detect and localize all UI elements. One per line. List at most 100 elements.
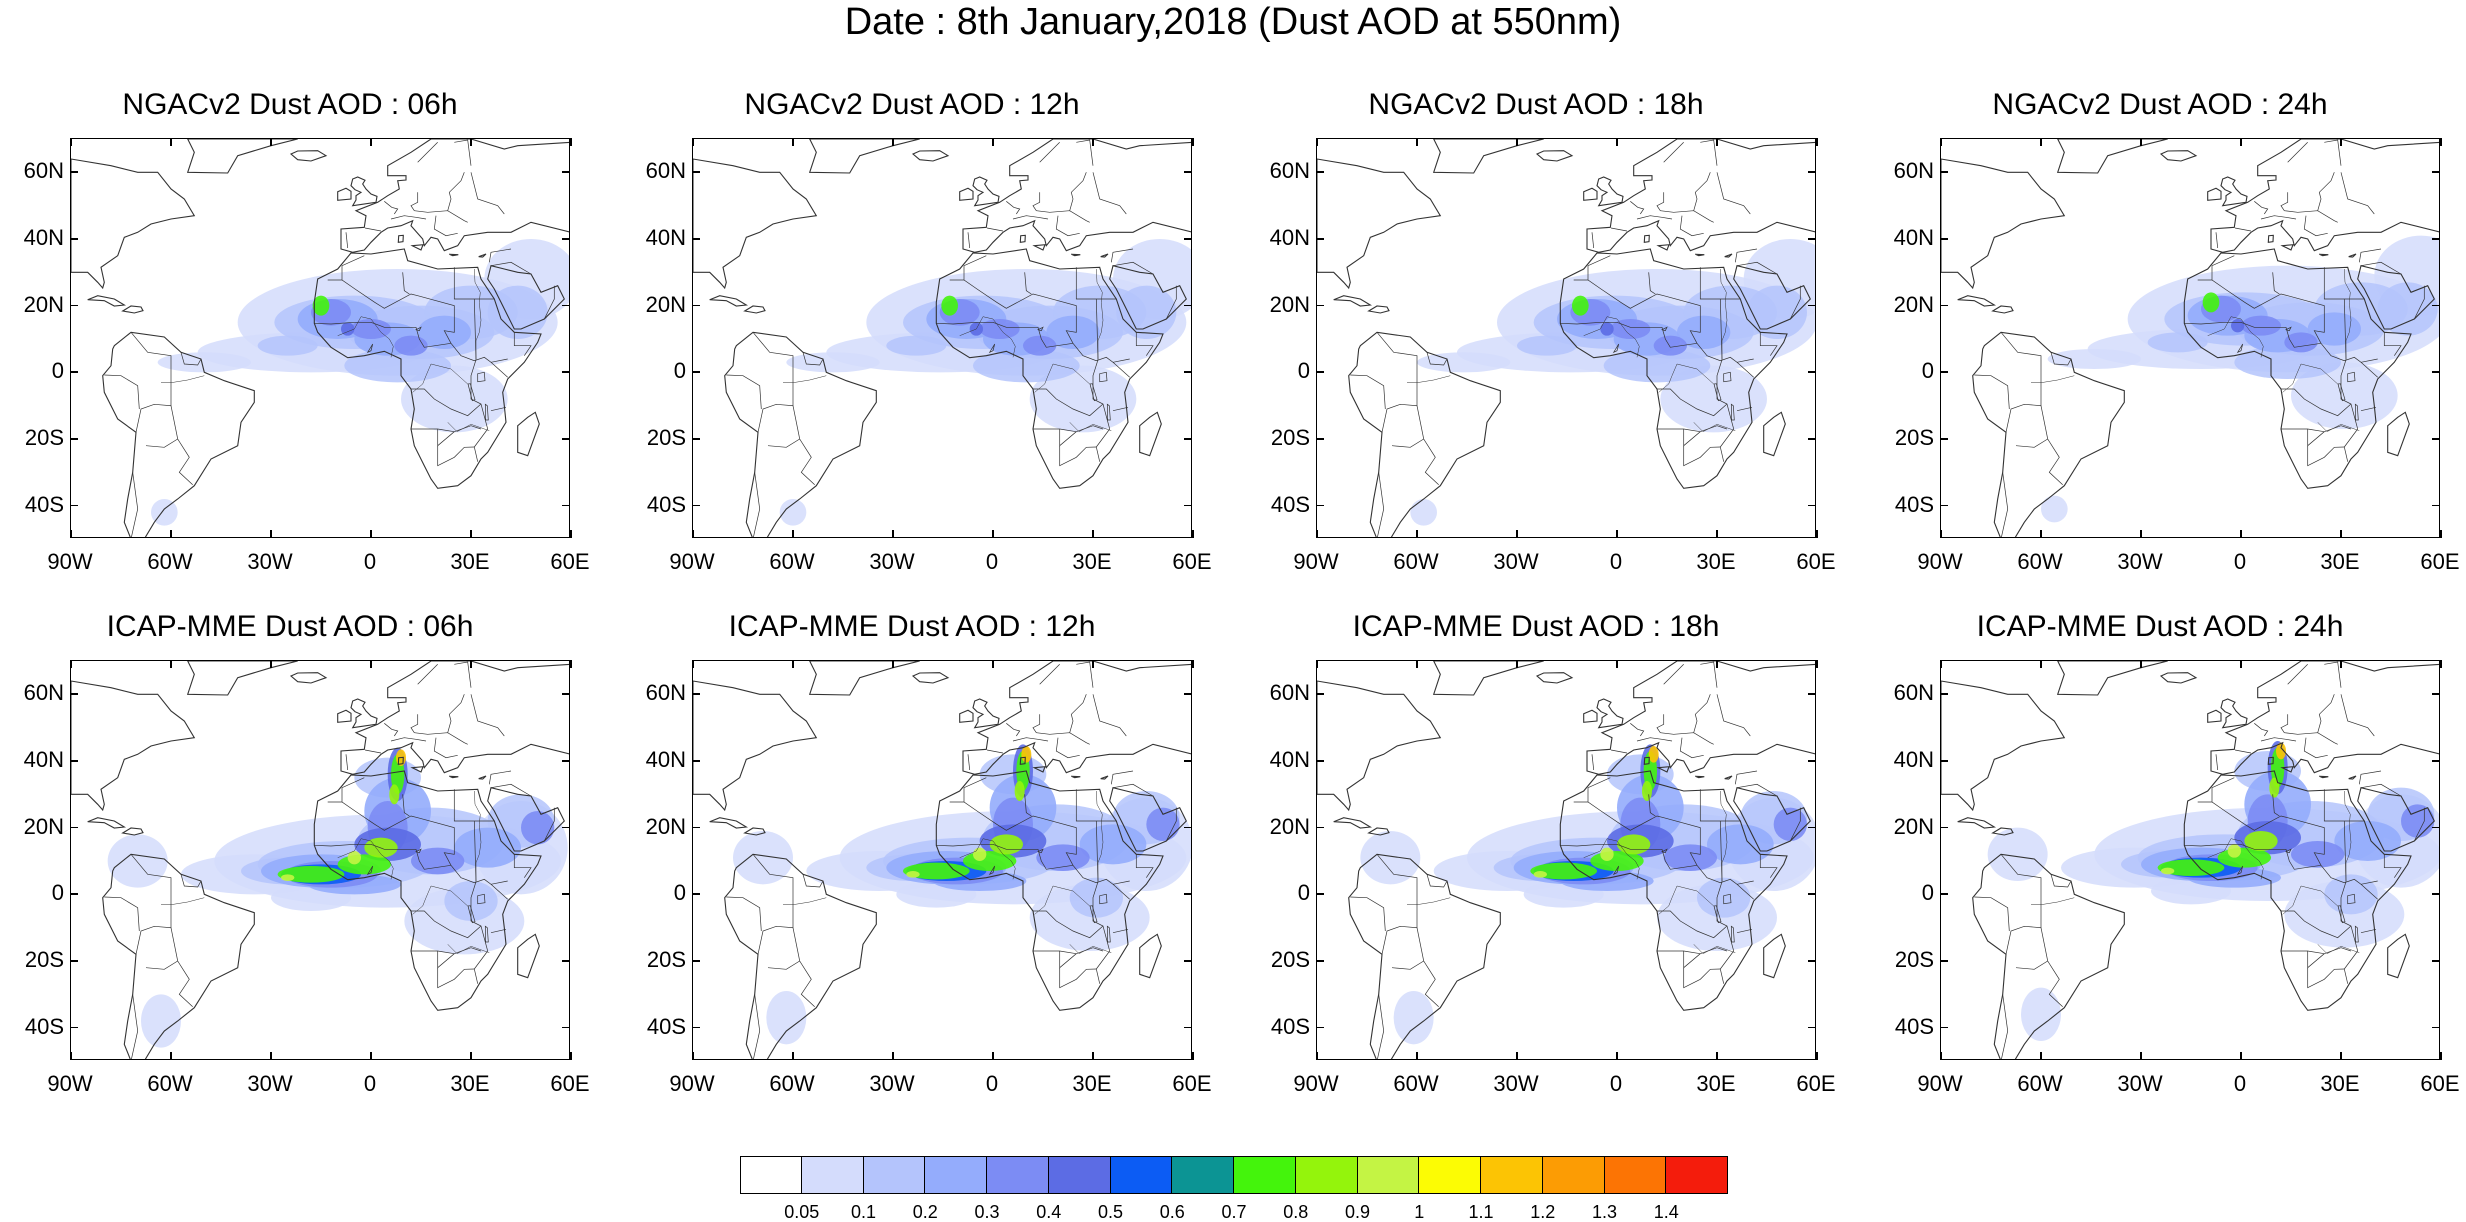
colorbar-swatch (987, 1156, 1049, 1194)
coast-iceland (289, 150, 328, 162)
lon-tick (692, 660, 694, 668)
country-border (2307, 967, 2345, 989)
lon-tick (992, 138, 994, 146)
country-border (1165, 285, 1177, 320)
lon-label: 30E (1072, 549, 1112, 574)
country-border (802, 874, 824, 888)
lat-tick (1808, 438, 1816, 440)
coast-ireland (337, 187, 352, 201)
lon-tick (1816, 1052, 1818, 1060)
aod-contour (989, 834, 1023, 855)
coast-cuba (87, 295, 127, 307)
coast-southAmerica (1348, 331, 1501, 537)
colorbar-swatch (1295, 1156, 1358, 1194)
map-panel-ngacv2-18h: NGACv2 Dust AOD : 18h 60N 40N 20N 0 20S 40S 90W… (1246, 88, 1836, 588)
borders (1974, 139, 2425, 537)
coast-africa (935, 770, 1164, 1011)
lon-label: 30E (2320, 549, 2360, 574)
country-border (384, 723, 399, 737)
country-border (364, 749, 382, 754)
coast-crete (1695, 775, 1705, 779)
river (2344, 790, 2352, 881)
country-border (1112, 783, 1154, 797)
colorbar-label: 0.7 (1221, 1202, 1247, 1222)
lon-tick (1416, 660, 1418, 668)
lon-label: 60W (1393, 1071, 1439, 1096)
lake (2337, 383, 2346, 402)
coast-northAmerica (1941, 680, 2066, 812)
country-border (1012, 737, 1049, 742)
country-border (2281, 947, 2352, 955)
lake (1099, 893, 1108, 905)
lat-tick (562, 1026, 570, 1029)
lake (1106, 403, 1111, 421)
coast-sicily (1656, 766, 1670, 773)
country-border (490, 884, 508, 900)
coastlines (71, 661, 569, 1059)
river (2282, 363, 2338, 393)
aod-contour (107, 834, 168, 888)
lon-label: 30E (450, 549, 490, 574)
colorbar-label: 1.1 (1468, 1202, 1494, 1222)
colorbar-label: 1.2 (1530, 1202, 1556, 1222)
river (1406, 897, 1451, 905)
country-border (411, 910, 482, 939)
aod-contour (2047, 349, 2141, 369)
coast-britain (350, 176, 378, 207)
lon-tick (270, 660, 272, 668)
country-border (2281, 425, 2352, 433)
country-border (1700, 661, 1718, 688)
lon-tick (1192, 530, 1194, 538)
coast-arabia (487, 265, 565, 330)
aod-contour (1663, 844, 1717, 871)
country-border (488, 770, 512, 785)
coast-europe (2210, 661, 2439, 775)
country-border (1736, 884, 1754, 900)
lat-tick (70, 960, 78, 962)
lat-label: 0 (1921, 358, 1934, 384)
lon-label: 60W (769, 549, 815, 574)
country-border (1039, 142, 1060, 163)
country-border (936, 321, 1074, 348)
lon-tick (1316, 138, 1318, 146)
country-border (145, 960, 178, 970)
country-border (1033, 425, 1104, 433)
lat-tick (70, 371, 78, 373)
lat-tick (692, 960, 700, 962)
country-border (180, 352, 202, 366)
country-border (1110, 770, 1134, 785)
map-frame (692, 660, 1192, 1060)
lon-tick (992, 530, 994, 538)
country-border (986, 227, 1004, 232)
country-border (543, 285, 555, 320)
coastlines (693, 661, 1191, 1059)
coast-hispaniola (1367, 827, 1390, 836)
country-border (2358, 248, 2382, 263)
country-border (1076, 661, 1094, 688)
map-frame (692, 138, 1192, 538)
coast-iceland (2159, 150, 2198, 162)
country-border (131, 994, 139, 1059)
lat-label: 40S (1894, 1013, 1934, 1039)
aod-contour (1533, 871, 1547, 878)
colorbar-swatch (1481, 1156, 1543, 1194)
coast-greenland (1432, 661, 1544, 696)
lon-tick (1940, 138, 1942, 146)
lat-tick (562, 438, 570, 440)
country-border (1560, 843, 1698, 870)
country-border (417, 664, 438, 685)
lat-label: 0 (1297, 880, 1310, 906)
country-border (949, 279, 1130, 363)
coast-ireland (2207, 187, 2222, 201)
country-border (753, 994, 761, 1059)
country-border (2184, 843, 2322, 870)
country-border (802, 352, 824, 366)
country-border (1648, 794, 1656, 817)
country-border (402, 272, 410, 295)
coastlines (1941, 661, 2439, 1059)
lon-label: 30W (247, 549, 293, 574)
lat-tick (1184, 893, 1192, 895)
lon-tick (2340, 1052, 2342, 1060)
coast-northAmerica (1317, 158, 1442, 290)
panel-title: ICAP-MME Dust AOD : 06h (106, 610, 474, 643)
